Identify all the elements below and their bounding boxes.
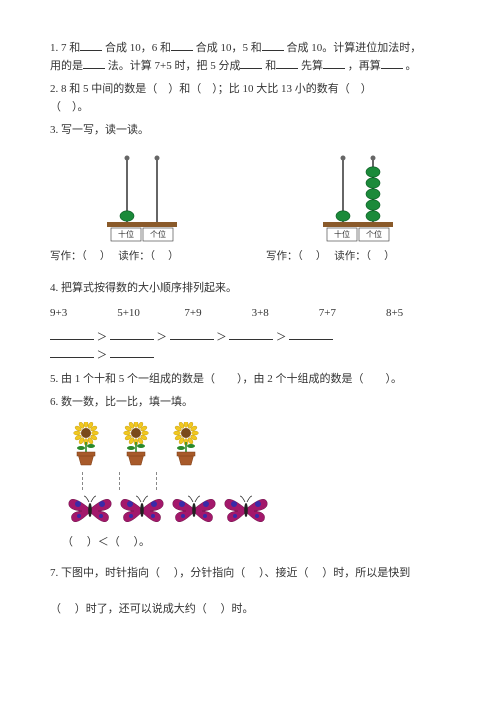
- blank[interactable]: [110, 329, 154, 340]
- abacus-icon: 十位 个位: [97, 150, 187, 245]
- q1-d: 合成 10。计算进位加法时，: [287, 42, 422, 54]
- write-close: ）: [316, 251, 327, 262]
- expression: 9+3: [50, 305, 114, 323]
- blank[interactable]: [229, 329, 273, 340]
- question-6: 6. 数一数，比一比，填一填。: [50, 394, 450, 551]
- q4-title: 4. 把算式按得数的大小顺序排列起来。: [50, 280, 450, 298]
- blank[interactable]: [240, 58, 262, 69]
- write-label: 写作：（: [50, 251, 87, 262]
- question-3: 3. 写一写，读一读。 十位 个位 写作：（ ） 读作：（ ）: [50, 122, 450, 265]
- cmp-a: （: [62, 536, 73, 548]
- read-close: ）: [168, 251, 179, 262]
- question-5: 5. 由 1 个十和 5 个一组成的数是（ ），由 2 个十组成的数是（ ）。: [50, 371, 450, 389]
- gt: ＞: [156, 332, 167, 343]
- blank[interactable]: [80, 40, 102, 51]
- q7-f: ）时了，还可以说成大约（: [75, 603, 207, 615]
- q7-c: ）、接近（: [259, 567, 309, 579]
- butterfly-icon: [118, 492, 166, 526]
- expression: 7+7: [319, 305, 383, 323]
- sunflower-icon: [170, 422, 202, 466]
- expression: 5+10: [117, 305, 181, 323]
- write-label: 写作：（: [266, 251, 303, 262]
- sunflower-icon: [120, 422, 152, 466]
- butterfly-icon: [170, 492, 218, 526]
- expression: 8+5: [386, 305, 450, 323]
- blank[interactable]: [276, 58, 298, 69]
- q1-a: 1. 7 和: [50, 42, 80, 54]
- q2-a: 2. 8 和 5 中间的数是（: [50, 83, 157, 95]
- q2-f: ）。: [72, 101, 89, 113]
- cmp-b: ）＜（: [87, 536, 120, 548]
- butterfly-icon: [66, 492, 114, 526]
- question-7: 7. 下图中，时针指向（ ），分针指向（ ）、接近（ ）时，所以是快到 （ ）时…: [50, 565, 450, 618]
- sunflower-icon: [70, 422, 102, 466]
- read-close: ）: [384, 251, 395, 262]
- q1-f: 法。计算 7+5 时，把 5 分成: [108, 60, 241, 72]
- question-2: 2. 8 和 5 中间的数是（ ）和（ ）；比 10 大比 13 小的数有（ ）…: [50, 81, 450, 116]
- q1-e: 用的是: [50, 60, 83, 72]
- q2-b: ）和（: [168, 83, 201, 95]
- blank[interactable]: [50, 329, 94, 340]
- blank[interactable]: [171, 40, 193, 51]
- q1-g: 和: [265, 60, 276, 72]
- gt: ＞: [276, 332, 287, 343]
- gt: ＞: [216, 332, 227, 343]
- q7-a: 7. 下图中，时针指向（: [50, 567, 160, 579]
- question-4: 4. 把算式按得数的大小顺序排列起来。 9+35+107+93+87+78+5 …: [50, 280, 450, 365]
- blank[interactable]: [323, 58, 345, 69]
- blank[interactable]: [83, 58, 105, 69]
- dash-line: [119, 472, 120, 490]
- q2-d: ）: [361, 83, 372, 95]
- blank[interactable]: [170, 329, 214, 340]
- blank[interactable]: [110, 347, 154, 358]
- q2-c: ）；比 10 大比 13 小的数有（: [212, 83, 350, 95]
- dash-line: [156, 472, 157, 490]
- cmp-c: ）。: [134, 536, 151, 548]
- q7-d: ）时，所以是快到: [322, 567, 410, 579]
- blank[interactable]: [381, 58, 403, 69]
- q7-g: ）时。: [221, 603, 254, 615]
- q2-e: （: [50, 101, 61, 113]
- expression: 3+8: [252, 305, 316, 323]
- butterfly-icon: [222, 492, 270, 526]
- write-close: ）: [100, 251, 111, 262]
- blank[interactable]: [289, 329, 333, 340]
- q7-e: （: [50, 603, 61, 615]
- q4-chain: ＞ ＞ ＞ ＞ ＞: [50, 329, 450, 365]
- svg-text:个位: 个位: [150, 229, 166, 239]
- q1-j: 。: [405, 60, 416, 72]
- blank[interactable]: [50, 347, 94, 358]
- q6-title: 6. 数一数，比一比，填一填。: [50, 394, 450, 412]
- abacus-icon: 十位 个位: [313, 150, 403, 245]
- abacus-1: 十位 个位 写作：（ ） 读作：（ ）: [50, 150, 234, 266]
- q3-title: 3. 写一写，读一读。: [50, 122, 450, 140]
- q5-text: 5. 由 1 个十和 5 个一组成的数是（ ），由 2 个十组成的数是（ ）。: [50, 373, 402, 385]
- svg-text:个位: 个位: [366, 229, 382, 239]
- gt: ＞: [97, 350, 108, 361]
- q1-b: 合成 10，6 和: [105, 42, 171, 54]
- read-label: 读作：（: [118, 251, 155, 262]
- question-1: 1. 7 和 合成 10，6 和 合成 10，5 和 合成 10。计算进位加法时…: [50, 40, 450, 75]
- abacus-2: 十位 个位 写作：（ ） 读作：（ ）: [266, 150, 450, 266]
- gt: ＞: [97, 332, 108, 343]
- svg-text:十位: 十位: [334, 229, 350, 239]
- q7-b: ），分针指向（: [174, 567, 246, 579]
- q1-h: 先算: [301, 60, 323, 72]
- q1-c: 合成 10，5 和: [196, 42, 262, 54]
- svg-text:十位: 十位: [118, 229, 134, 239]
- read-label: 读作：（: [334, 251, 371, 262]
- dash-line: [82, 472, 83, 490]
- expression: 7+9: [184, 305, 248, 323]
- blank[interactable]: [262, 40, 284, 51]
- q1-i: ，再算: [348, 60, 381, 72]
